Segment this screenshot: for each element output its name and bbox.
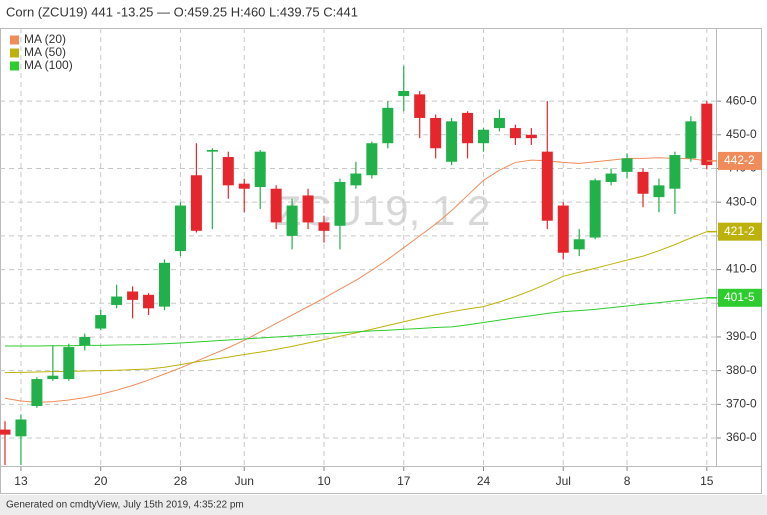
y-tick-label: 380-0 bbox=[726, 363, 757, 377]
candle-body bbox=[15, 419, 27, 437]
candle-body bbox=[621, 158, 633, 172]
y-tick-label: 450-0 bbox=[726, 127, 757, 141]
candle-body bbox=[95, 315, 107, 329]
candle-body bbox=[430, 117, 442, 149]
candle-body bbox=[701, 103, 713, 166]
candle-body bbox=[589, 180, 601, 238]
candle-body bbox=[493, 117, 505, 129]
x-tick-label: 24 bbox=[477, 474, 491, 488]
legend-swatch bbox=[10, 61, 19, 71]
candle-body bbox=[366, 143, 378, 176]
candle-body bbox=[159, 262, 170, 307]
candle-body bbox=[653, 185, 665, 198]
candle-body bbox=[557, 205, 569, 253]
x-tick-label: 20 bbox=[94, 474, 108, 488]
candle-body bbox=[573, 239, 585, 250]
candle-body bbox=[478, 129, 489, 144]
y-tick-label: 430-0 bbox=[726, 194, 757, 208]
candle-body bbox=[47, 375, 59, 380]
candle-body bbox=[254, 151, 266, 188]
candle-body bbox=[382, 107, 394, 144]
candle-body bbox=[206, 149, 218, 152]
legend-label: MA (50) bbox=[24, 45, 66, 59]
ma-tag bbox=[718, 222, 762, 241]
candle-body bbox=[79, 336, 91, 346]
footer-bar bbox=[0, 495, 767, 515]
candle-body bbox=[63, 347, 75, 380]
candle-body bbox=[414, 94, 426, 118]
ma-line bbox=[4, 157, 707, 403]
candle-body bbox=[446, 121, 458, 162]
x-tick-label: 8 bbox=[624, 474, 631, 488]
candle-body bbox=[31, 379, 43, 407]
candle-body bbox=[398, 91, 410, 97]
candle-body bbox=[462, 112, 474, 144]
ma-tag-label: 442-2 bbox=[724, 153, 755, 167]
x-tick-label: 13 bbox=[14, 474, 28, 488]
candle-body bbox=[334, 181, 346, 226]
candle-body bbox=[143, 294, 155, 309]
legend-label: MA (20) bbox=[24, 32, 66, 46]
plot-area bbox=[0, 28, 717, 467]
y-tick-label: 360-0 bbox=[726, 430, 757, 444]
candle-body bbox=[238, 183, 250, 189]
candle-body bbox=[350, 173, 362, 186]
candle-body bbox=[637, 171, 649, 194]
y-tick-label: 460-0 bbox=[726, 93, 757, 107]
ma-tag bbox=[718, 288, 762, 307]
candle-body bbox=[541, 151, 553, 221]
candle-body bbox=[270, 188, 282, 223]
candle-body bbox=[509, 128, 521, 139]
candle-body bbox=[669, 155, 681, 189]
candle-body bbox=[0, 429, 11, 435]
chart-title: Corn (ZCU19) 441 -13.25 — O:459.25 H:460… bbox=[6, 4, 358, 19]
ma-line bbox=[4, 231, 707, 374]
ma-tag bbox=[718, 151, 762, 170]
x-tick-label: 15 bbox=[700, 474, 714, 488]
price-axis bbox=[716, 28, 762, 467]
x-tick-label: 10 bbox=[317, 474, 331, 488]
candle-body bbox=[174, 205, 186, 252]
x-tick-label: Jun bbox=[235, 474, 254, 488]
candle-body bbox=[286, 205, 298, 236]
candle-body bbox=[318, 222, 330, 231]
date-axis bbox=[0, 466, 762, 494]
ma-line bbox=[5, 297, 707, 347]
y-tick-label: 370-0 bbox=[726, 397, 757, 411]
footer: Generated on cmdtyView, July 15th 2019, … bbox=[6, 500, 244, 511]
ma-tag-label: 401-5 bbox=[724, 290, 755, 304]
x-tick-label: Jul bbox=[556, 474, 571, 488]
ma-tag-label: 421-2 bbox=[724, 224, 755, 238]
candle-body bbox=[222, 157, 234, 186]
candle-body bbox=[111, 296, 123, 305]
candle-body bbox=[605, 173, 617, 182]
candle-body bbox=[525, 134, 537, 139]
candle-body bbox=[685, 121, 697, 159]
candle-body bbox=[302, 195, 314, 223]
x-tick-label: 17 bbox=[397, 474, 411, 488]
legend-swatch bbox=[10, 48, 19, 58]
candle-body bbox=[190, 175, 202, 231]
legend-swatch bbox=[10, 35, 19, 45]
x-tick-label: 28 bbox=[174, 474, 188, 488]
legend-label: MA (100) bbox=[24, 58, 73, 72]
candle-body bbox=[127, 291, 139, 300]
y-tick-label: 390-0 bbox=[726, 329, 757, 343]
y-tick-label: 410-0 bbox=[726, 262, 757, 276]
